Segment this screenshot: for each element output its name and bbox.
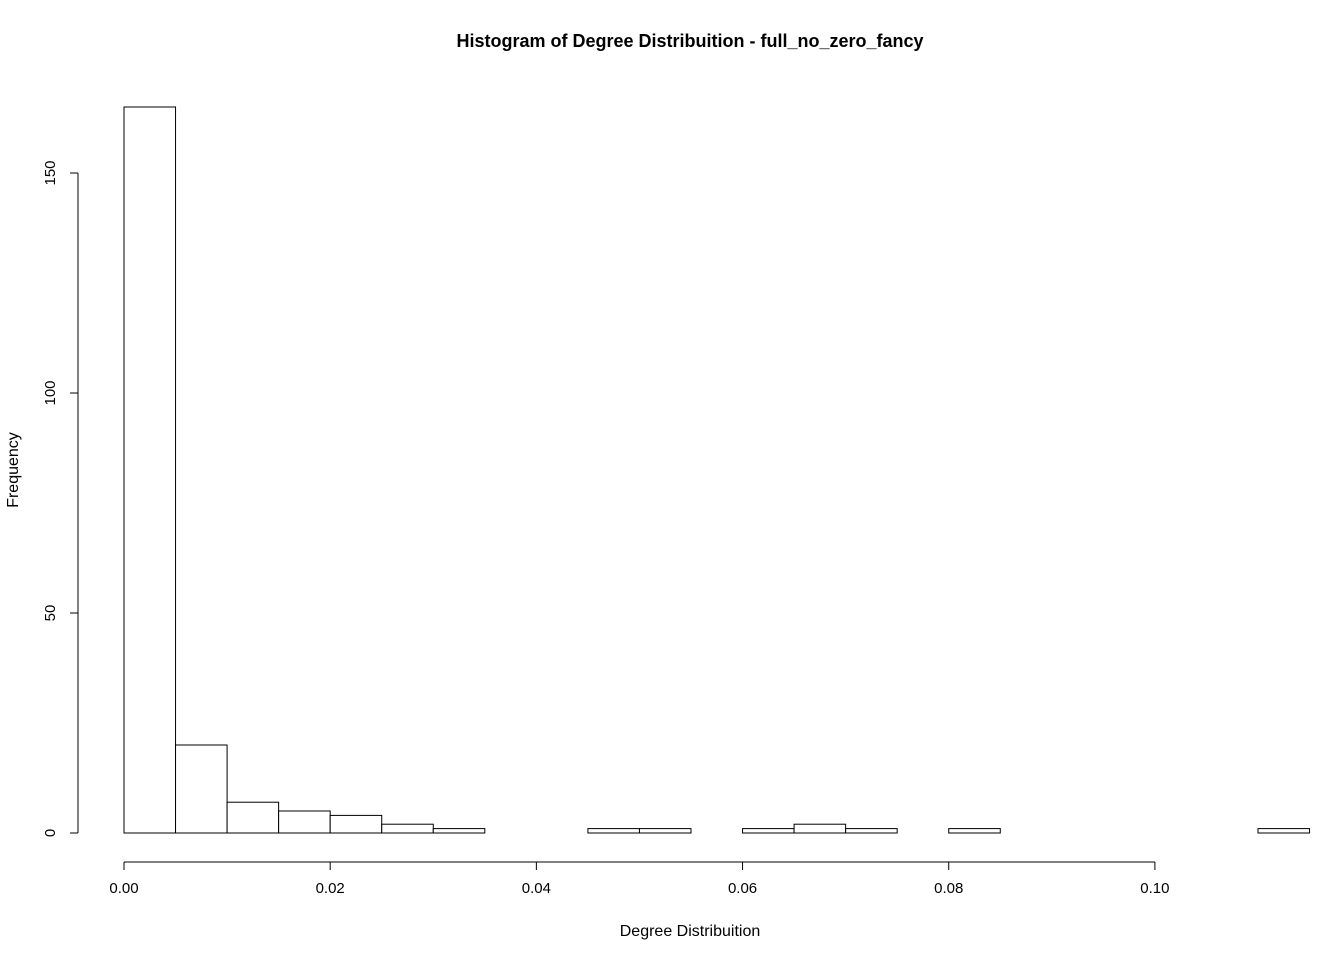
x-axis-label: Degree Distribuition: [620, 923, 761, 940]
y-axis-label: Frequency: [5, 432, 22, 508]
x-tick-label: 0.06: [728, 880, 757, 897]
histogram-bar: [742, 828, 795, 834]
histogram-bar: [175, 744, 228, 834]
bars-group: [123, 106, 1311, 834]
y-axis: 0 50 100 150: [42, 160, 79, 837]
histogram-bar: [381, 823, 434, 834]
x-axis: 0.00 0.02 0.04 0.06 0.08 0.10: [109, 861, 1170, 897]
y-tick-label: 0: [42, 829, 59, 837]
y-tick-label: 100: [42, 380, 59, 405]
histogram-bar: [948, 828, 1001, 834]
x-tick-label: 0.08: [934, 880, 963, 897]
histogram-bar: [1257, 828, 1311, 834]
x-tick-label: 0.10: [1140, 880, 1169, 897]
histogram-bar: [123, 106, 177, 834]
y-tick-label: 50: [42, 605, 59, 622]
histogram-bar: [587, 828, 640, 834]
chart-title: Histogram of Degree Distribuition - full…: [456, 31, 923, 51]
histogram-bar: [432, 828, 486, 834]
histogram-bar: [638, 828, 692, 834]
histogram-bar: [278, 810, 331, 834]
x-tick-label: 0.00: [109, 880, 138, 897]
histogram-bar: [329, 814, 383, 834]
histogram-bar: [226, 801, 280, 834]
x-tick-label: 0.02: [316, 880, 345, 897]
x-tick-label: 0.04: [522, 880, 551, 897]
y-tick-label: 150: [42, 160, 59, 185]
histogram-bar: [845, 828, 898, 834]
histogram-bar: [793, 823, 847, 834]
